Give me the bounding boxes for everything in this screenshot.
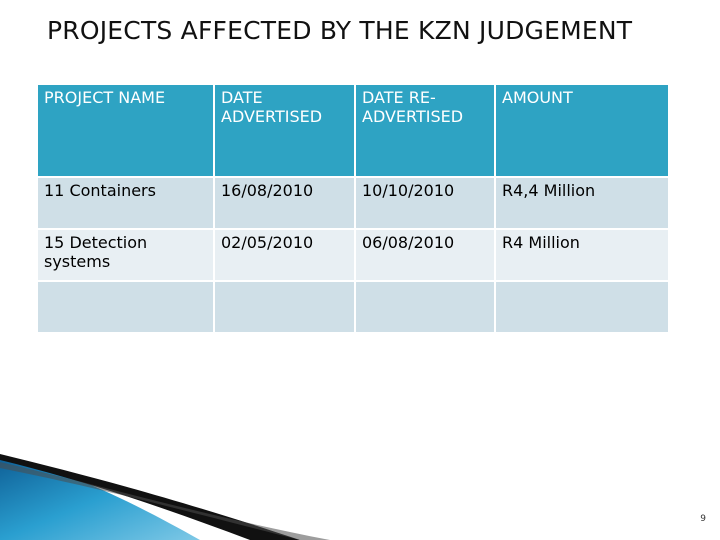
cell-date-advertised: 16/08/2010	[213, 176, 356, 230]
cell-project-name	[36, 280, 215, 334]
table-row: 11 Containers 16/08/2010 10/10/2010 R4,4…	[36, 176, 670, 230]
cell-amount: R4,4 Million	[494, 176, 670, 230]
cell-date-readvertised: 10/10/2010	[354, 176, 496, 230]
cell-date-advertised	[213, 280, 356, 334]
slide-title: PROJECTS AFFECTED BY THE KZN JUDGEMENT	[47, 16, 633, 45]
header-date-advertised: DATE ADVERTISED	[213, 83, 356, 178]
header-amount: AMOUNT	[494, 83, 670, 178]
table-row: 15 Detection systems 02/05/2010 06/08/20…	[36, 228, 670, 282]
header-project-name: PROJECT NAME	[36, 83, 215, 178]
cell-amount: R4 Million	[494, 228, 670, 282]
table-header-row: PROJECT NAME DATE ADVERTISED DATE RE-ADV…	[36, 83, 670, 178]
table-row	[36, 280, 670, 334]
page-number: 9	[700, 514, 706, 524]
cell-amount	[494, 280, 670, 334]
projects-table: PROJECT NAME DATE ADVERTISED DATE RE-ADV…	[36, 83, 670, 334]
cell-date-readvertised	[354, 280, 496, 334]
cell-project-name: 11 Containers	[36, 176, 215, 230]
decorative-swoosh	[0, 454, 330, 540]
cell-date-advertised: 02/05/2010	[213, 228, 356, 282]
cell-project-name: 15 Detection systems	[36, 228, 215, 282]
header-date-readvertised: DATE RE-ADVERTISED	[354, 83, 496, 178]
cell-date-readvertised: 06/08/2010	[354, 228, 496, 282]
